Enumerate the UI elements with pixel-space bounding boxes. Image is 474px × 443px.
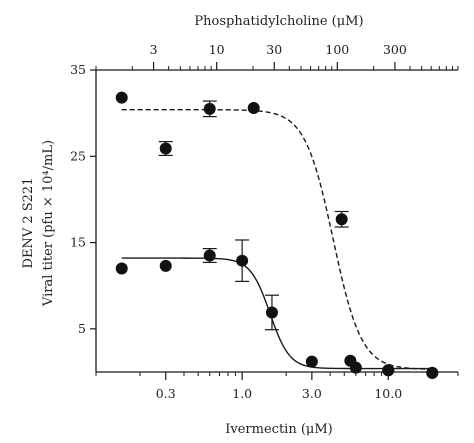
y-axis: 5 15 25 35 [70, 62, 96, 336]
x-axis-bottom: 0.3 1.0 3.0 10.0 [95, 372, 459, 401]
data-point-solid [159, 259, 172, 272]
x-tick-label: 0.3 [156, 386, 176, 401]
top-tick-label: 300 [383, 42, 407, 57]
fit-curve-solid [121, 257, 433, 370]
data-point-solid [203, 249, 216, 262]
x-axis-top: 3 10 30 100 300 [95, 42, 459, 70]
plot-frame [95, 69, 458, 373]
data-point-solid [344, 354, 357, 367]
top-axis-title: Phosphatidylcholine (μM) [194, 14, 363, 29]
y-tick-label: 25 [70, 148, 86, 163]
fit-curves [121, 108, 433, 370]
data-point-solid [305, 355, 318, 368]
data-point-dashed [247, 101, 260, 114]
fit-curve-dashed [121, 108, 433, 370]
data-point-dashed [335, 213, 348, 226]
axis-lines [95, 69, 458, 373]
data-point-solid [382, 364, 395, 377]
y-tick-label: 15 [70, 235, 86, 250]
x-tick-label: 3.0 [302, 386, 322, 401]
y-axis-title-line1: DENV 2 S221 [21, 178, 36, 269]
data-point-dashed [203, 102, 216, 115]
top-tick-label: 3 [150, 42, 158, 57]
top-tick-label: 30 [266, 42, 282, 57]
data-point-solid [115, 262, 128, 275]
top-tick-label: 100 [325, 42, 349, 57]
y-tick-label: 5 [78, 321, 86, 336]
x-tick-label: 10.0 [374, 386, 402, 401]
data-point-solid [426, 366, 439, 379]
data-point-solid [236, 254, 249, 267]
top-tick-label: 10 [209, 42, 225, 57]
x-tick-label: 1.0 [232, 386, 252, 401]
y-axis-title-line2: Viral titer (pfu × 10⁴/mL) [41, 140, 56, 307]
bottom-axis-title: Ivermectin (μM) [225, 422, 332, 437]
error-bars [158, 100, 349, 331]
data-points [115, 91, 439, 379]
data-point-solid [265, 306, 278, 319]
data-point-dashed [159, 142, 172, 155]
y-tick-label: 35 [70, 62, 86, 77]
data-point-dashed [115, 91, 128, 104]
